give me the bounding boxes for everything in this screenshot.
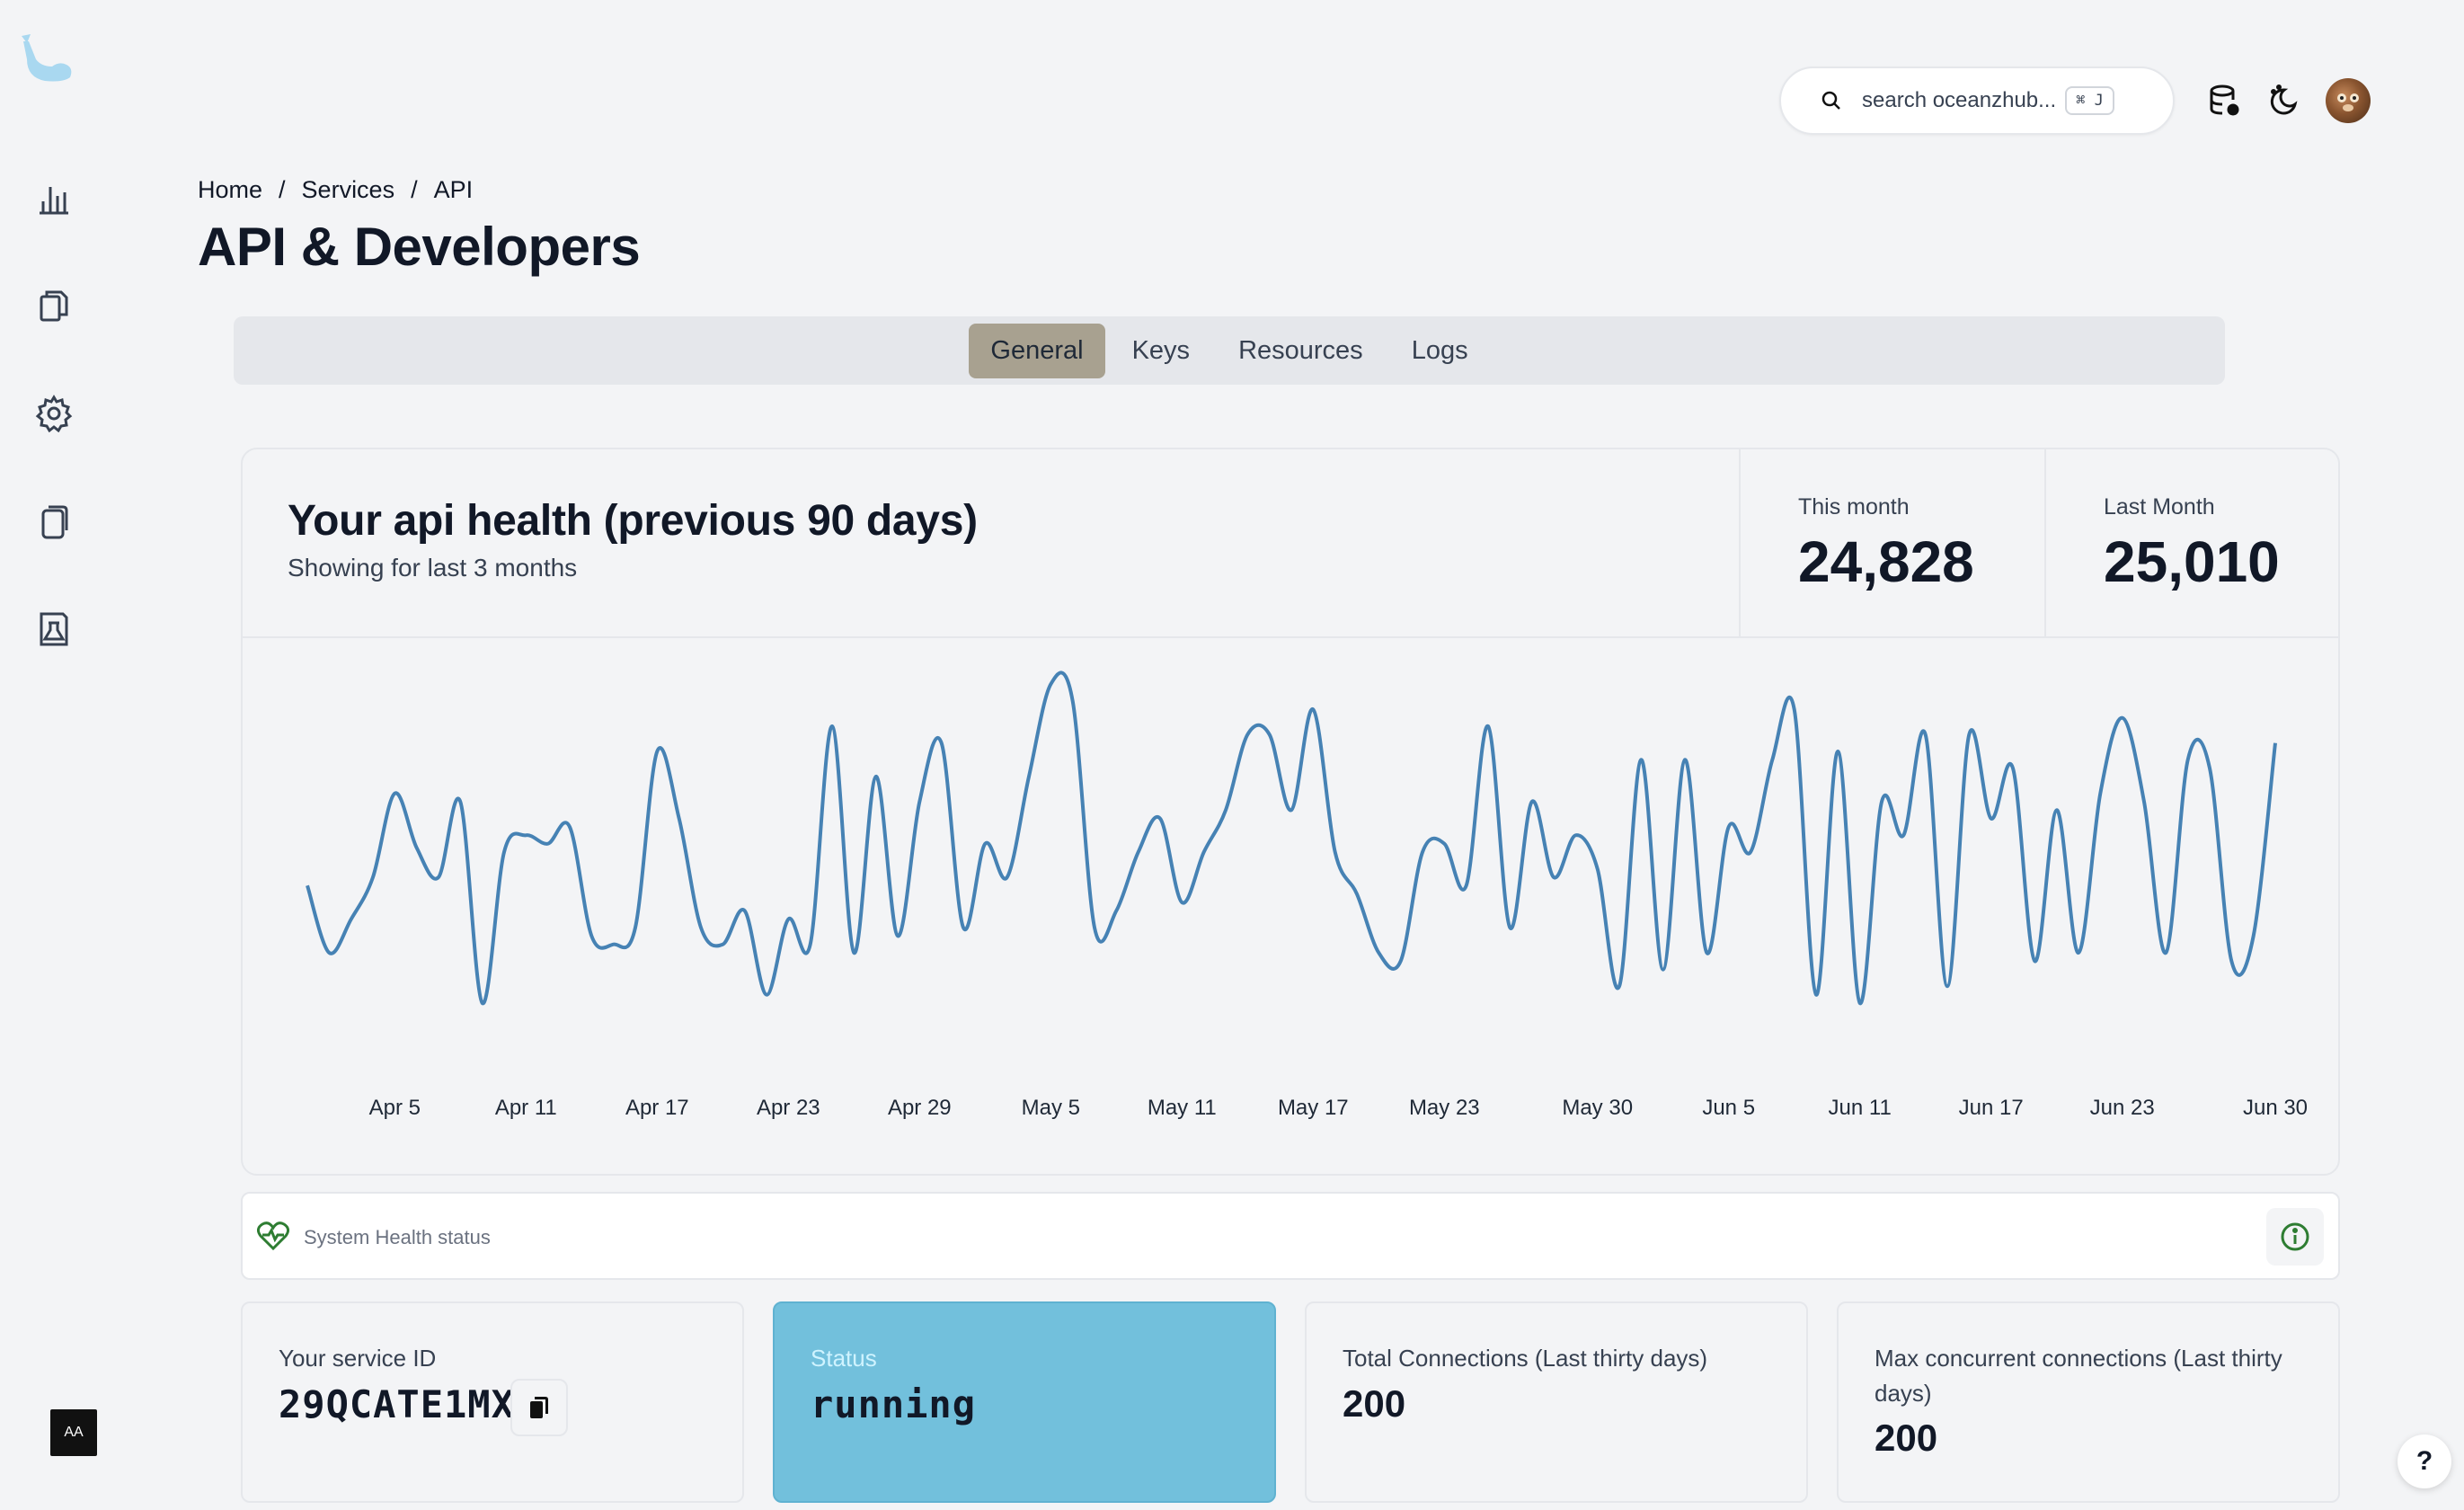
total-connections-card: Total Connections (Last thirty days) 200: [1305, 1301, 1808, 1503]
x-tick-label: Jun 5: [1702, 1096, 1755, 1120]
accessibility-button[interactable]: AA: [50, 1409, 97, 1456]
system-health-label: System Health status: [304, 1226, 491, 1248]
system-health-bar: System Health status: [241, 1192, 2340, 1280]
x-tick-label: May 17: [1278, 1096, 1349, 1120]
tab-logs[interactable]: Logs: [1411, 335, 1468, 365]
sidebar: AA: [0, 0, 101, 1510]
info-button[interactable]: [2266, 1208, 2324, 1266]
whale-logo-icon[interactable]: [18, 29, 75, 93]
total-connections-label: Total Connections (Last thirty days): [1343, 1345, 1708, 1372]
x-tick-label: Jun 23: [2090, 1096, 2155, 1120]
service-id-card: Your service ID 29QCATE1MX: [241, 1301, 744, 1503]
help-button[interactable]: ?: [2398, 1434, 2451, 1488]
status-value: running: [811, 1382, 977, 1426]
search-input[interactable]: search oceanzhub...: [1862, 88, 2057, 112]
database-settings-icon[interactable]: [2203, 79, 2247, 122]
dark-mode-toggle-icon[interactable]: [2261, 79, 2304, 122]
api-health-header: Your api health (previous 90 days) Showi…: [243, 449, 2338, 638]
x-tick-label: May 30: [1562, 1096, 1633, 1120]
user-avatar[interactable]: [2326, 78, 2371, 123]
x-tick-label: Apr 29: [888, 1096, 952, 1120]
copy-pages-icon[interactable]: [32, 500, 75, 543]
last-month-stat: Last Month 25,010: [2044, 449, 2340, 638]
this-month-label: This month: [1798, 494, 1910, 520]
breadcrumb: Home / Services / API: [198, 176, 473, 204]
page-title: API & Developers: [198, 217, 641, 277]
info-icon: [2281, 1222, 2309, 1251]
copy-service-id-button[interactable]: [510, 1379, 568, 1436]
this-month-stat: This month 24,828: [1739, 449, 2044, 638]
x-tick-label: Apr 11: [495, 1096, 557, 1120]
max-concurrent-value: 200: [1875, 1417, 1938, 1459]
tab-general[interactable]: General: [969, 323, 1105, 378]
copy-icon: [530, 1397, 548, 1418]
breadcrumb-separator: /: [411, 176, 418, 203]
x-tick-label: Jun 17: [1959, 1096, 2024, 1120]
api-health-subtitle: Showing for last 3 months: [288, 554, 578, 582]
breadcrumb-api[interactable]: API: [433, 176, 474, 203]
x-tick-label: May 5: [1022, 1096, 1080, 1120]
x-tick-label: May 23: [1409, 1096, 1480, 1120]
search-shortcut-badge: ⌘ J: [2065, 86, 2114, 115]
documents-icon[interactable]: [32, 284, 75, 327]
service-id-value: 29QCATE1MX: [279, 1382, 515, 1426]
api-health-series-line: [306, 671, 2277, 1006]
api-health-line-chart: Apr 5 Apr 11 Apr 17 Apr 23 Apr 29 May 5 May 11…: [306, 671, 2308, 1120]
max-concurrent-card: Max concurrent connections (Last thirty …: [1837, 1301, 2340, 1503]
tab-resources[interactable]: Resources: [1238, 335, 1363, 365]
tab-bar: General Keys Resources Logs: [234, 316, 2225, 385]
x-tick-label: Apr 17: [625, 1096, 689, 1120]
api-health-title: Your api health (previous 90 days): [288, 497, 978, 545]
heart-pulse-icon: [257, 1221, 289, 1251]
x-tick-label: Jun 30: [2243, 1096, 2308, 1120]
breadcrumb-services[interactable]: Services: [301, 176, 395, 203]
breadcrumb-separator: /: [279, 176, 286, 203]
settings-gear-icon[interactable]: [32, 392, 75, 435]
this-month-value: 24,828: [1798, 529, 1974, 594]
x-tick-label: Apr 5: [369, 1096, 421, 1120]
search-icon: [1821, 91, 1840, 110]
x-tick-label: Jun 11: [1829, 1096, 1892, 1120]
x-tick-label: May 11: [1148, 1096, 1217, 1120]
analytics-icon[interactable]: [32, 176, 75, 219]
last-month-label: Last Month: [2104, 494, 2215, 520]
status-card: Status running: [773, 1301, 1276, 1503]
api-health-card: Your api health (previous 90 days) Showi…: [241, 448, 2340, 1176]
total-connections-value: 200: [1343, 1382, 1406, 1425]
lab-report-icon[interactable]: [32, 608, 75, 651]
x-tick-label: Apr 23: [757, 1096, 820, 1120]
service-id-label: Your service ID: [279, 1345, 437, 1372]
search-bar[interactable]: search oceanzhub... ⌘ J: [1779, 67, 2175, 135]
max-concurrent-label: Max concurrent connections (Last thirty …: [1875, 1345, 2282, 1407]
tab-keys[interactable]: Keys: [1131, 335, 1191, 365]
breadcrumb-home[interactable]: Home: [198, 176, 263, 203]
last-month-value: 25,010: [2104, 529, 2280, 594]
status-label: Status: [811, 1345, 877, 1372]
